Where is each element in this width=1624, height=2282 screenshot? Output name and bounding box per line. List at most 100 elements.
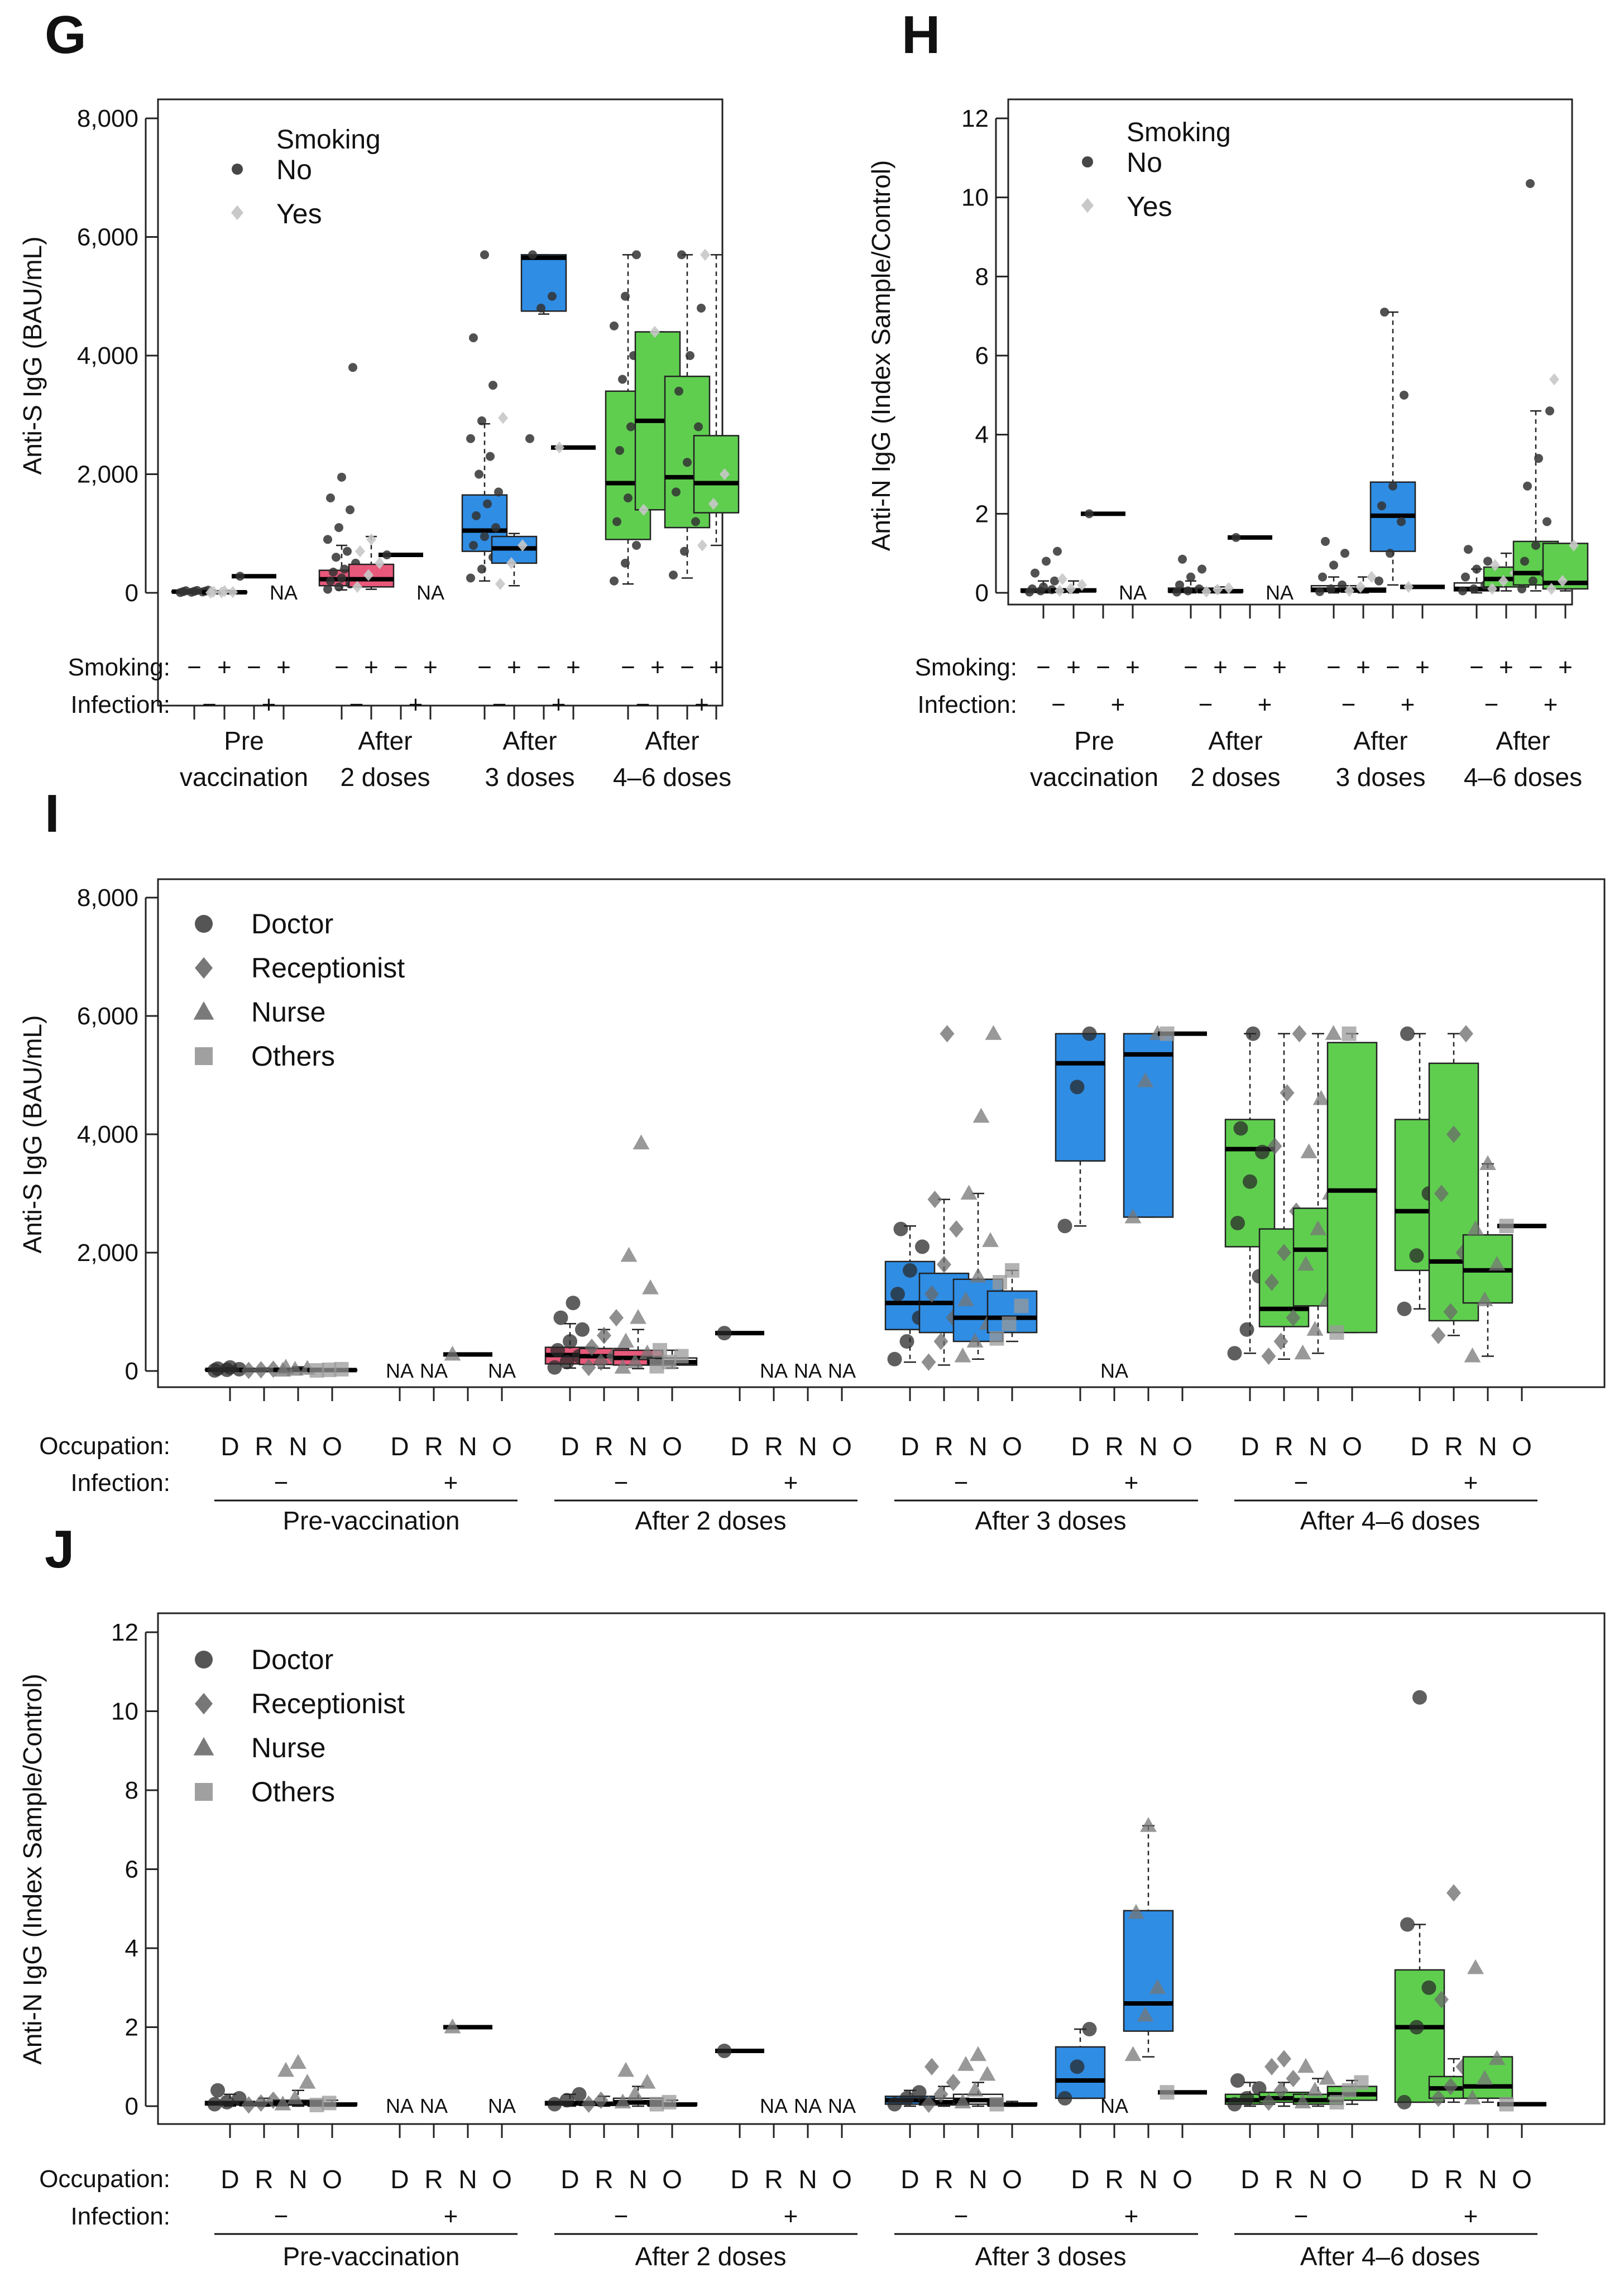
box-group [1428,1025,1479,1344]
box-group [306,2096,358,2112]
na-label: NA [794,2094,822,2117]
data-point [1014,1298,1029,1313]
data-point [957,2056,974,2071]
data-point [340,564,349,574]
data-point [1520,557,1529,566]
occupation-code: D [221,1432,239,1461]
box-group [1224,1026,1276,1361]
data-point [933,1332,948,1350]
na-label: NA [386,2094,414,2117]
data-point [483,499,492,509]
data-point [912,2085,927,2100]
data-point [1227,1346,1242,1361]
box-group [1326,2075,1378,2110]
data-point [1286,2069,1301,2088]
occupation-code: R [764,2165,783,2194]
x-annotations: Occupation:Infection:D R N O D R N O D R N O D R N O D R N… [39,1432,1537,1535]
data-point [1082,1026,1097,1041]
data-point [1329,2094,1344,2110]
data-point [1488,1255,1506,1271]
data-point [477,564,486,574]
box-group [1483,552,1530,595]
data-point [683,458,692,467]
plot-frame [1007,98,1573,606]
occupation-code: N [1309,2165,1327,2194]
data-point [1338,580,1347,589]
data-point [717,2043,732,2058]
data-point [208,586,218,598]
data-point [639,504,649,516]
box-group [491,411,538,590]
data-point [1472,564,1481,574]
data-point [899,2091,914,2106]
data-point [1476,1291,1493,1306]
box-group [1228,533,1272,542]
occupation-code: N [458,1432,477,1461]
box-group [1340,570,1387,597]
row1-label: Smoking: [68,654,170,681]
data-point [1318,572,1327,582]
smoking-sign: + [650,654,665,681]
data-point [989,1331,1004,1346]
data-point [1057,2091,1072,2106]
group-label: After 2 doses [635,1506,786,1535]
data-point [1294,1344,1311,1360]
occupation-code: D [221,2165,239,2194]
occupation-code: O [322,1432,342,1461]
data-point [1224,582,1234,595]
data-point [1498,574,1508,587]
smoking-sign: + [217,654,232,681]
data-point [1124,2046,1142,2062]
row1-label: Occupation: [39,2165,170,2193]
data-point [966,2082,984,2097]
smoking-sign: + [1499,654,1513,681]
data-point [1459,1025,1473,1043]
data-point [899,1334,914,1349]
data-point [1310,1220,1326,1235]
infection-sign: − [492,691,507,718]
data-point [1340,549,1349,558]
smoking-sign: + [1066,654,1081,681]
data-point [893,1221,908,1236]
data-point [686,351,694,360]
data-point [614,1359,631,1374]
data-point [921,1353,936,1371]
smoking-sign: − [477,654,492,681]
infection-sign: + [694,691,709,718]
data-point [1149,1979,1166,1994]
data-point [528,250,537,260]
data-point [970,1267,986,1283]
smoking-sign: − [1326,654,1341,681]
box-group [379,550,423,559]
plot-frame [157,878,1606,1388]
data-point [1403,581,1414,593]
data-point [633,1134,650,1149]
smoking-sign: − [1529,654,1543,681]
data-point [1297,1255,1314,1271]
data-point [1483,557,1492,566]
data-point [1374,576,1383,586]
data-point [1534,454,1543,463]
panel-letter: H [902,5,940,65]
data-point [982,1232,999,1247]
group-label-line2: vaccination [180,763,308,792]
data-point [677,250,686,260]
data-point [624,493,633,502]
data-point [1273,2082,1288,2099]
y-tick-label: 10 [961,184,989,212]
occupation-code: R [1275,2165,1293,2194]
data-point [382,550,391,559]
box-group [612,1134,664,1374]
data-point [1243,1174,1257,1189]
legend-label-yes: Yes [1127,191,1172,222]
data-point [1306,2082,1324,2097]
na-label: NA [1100,2094,1128,2117]
data-point [486,452,495,461]
group-label: After 4–6 doses [1300,1506,1480,1535]
data-point [219,2094,234,2110]
occupation-code: R [255,1432,273,1461]
data-point [717,1326,732,1341]
box-group [1326,1026,1378,1340]
data-point [581,2095,596,2113]
occupation-code: N [1309,1432,1327,1461]
